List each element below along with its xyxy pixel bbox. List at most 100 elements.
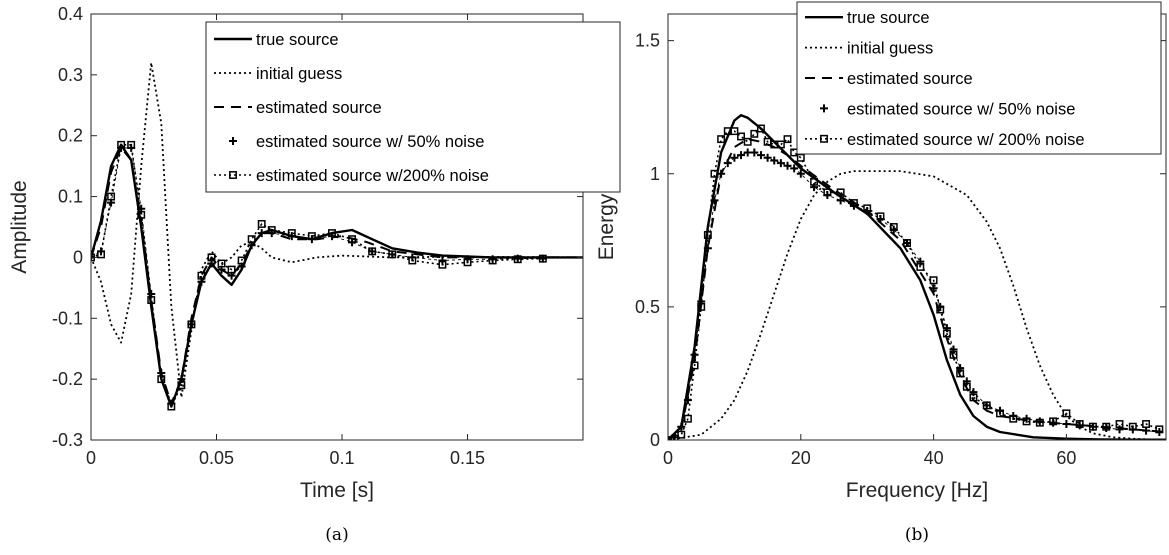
data-point bbox=[1102, 422, 1111, 431]
legend-box bbox=[205, 21, 621, 193]
legend-label: estimated source bbox=[256, 99, 382, 117]
legend-box bbox=[796, 1, 1162, 155]
data-point bbox=[1062, 420, 1071, 429]
data-point bbox=[677, 430, 686, 439]
data-point bbox=[307, 232, 316, 241]
legend-label: estimated source w/200% noise bbox=[256, 167, 489, 185]
data-point bbox=[717, 169, 726, 178]
data-point bbox=[750, 129, 759, 138]
data-point bbox=[1155, 425, 1164, 434]
data-point bbox=[690, 350, 699, 359]
y-axis-label: Energy bbox=[595, 193, 618, 260]
data-point bbox=[328, 229, 336, 238]
panel-b: 0 20 40 60 0 0.5 1 1.5 Frequency [Hz] Energy (b) tr… bbox=[595, 1, 1167, 545]
data-point bbox=[1035, 418, 1044, 427]
y-tick-label: 0.3 bbox=[58, 65, 83, 85]
data-point bbox=[763, 153, 772, 162]
x-tick-label: 0.15 bbox=[450, 448, 485, 468]
y-tick-label: 0.5 bbox=[635, 297, 660, 317]
data-point bbox=[929, 276, 938, 285]
data-point bbox=[1062, 409, 1071, 418]
data-point bbox=[737, 151, 746, 160]
data-point bbox=[287, 229, 296, 238]
x-tick-label: 20 bbox=[791, 448, 811, 468]
data-point bbox=[770, 156, 779, 165]
data-point bbox=[227, 265, 236, 274]
data-point bbox=[836, 188, 845, 197]
x-tick-label: 0 bbox=[86, 448, 96, 468]
x-axis-label: Time [s] bbox=[300, 479, 374, 502]
data-point bbox=[97, 250, 105, 259]
data-point bbox=[703, 231, 712, 239]
legend-label: true source bbox=[256, 31, 339, 49]
data-point bbox=[1022, 417, 1031, 426]
data-point bbox=[929, 284, 938, 293]
legend-label: true source bbox=[847, 9, 930, 27]
legend-label: estimated source w/ 50% noise bbox=[847, 100, 1075, 118]
data-point bbox=[756, 151, 765, 160]
data-point bbox=[936, 305, 945, 314]
y-tick-label: 1 bbox=[650, 164, 660, 184]
data-point bbox=[962, 382, 971, 391]
y-tick-label: 0 bbox=[73, 247, 83, 267]
data-point bbox=[1075, 420, 1084, 428]
data-point bbox=[949, 350, 958, 359]
data-point bbox=[348, 235, 357, 244]
data-point bbox=[690, 361, 699, 370]
legend-swatch-marker bbox=[820, 134, 828, 143]
legend: true source initial guess estimated source… bbox=[205, 21, 621, 193]
data-point bbox=[438, 260, 447, 269]
series-line-5 bbox=[668, 127, 1160, 440]
axes-box bbox=[90, 13, 584, 441]
series-group bbox=[668, 114, 1166, 440]
data-point bbox=[1009, 414, 1018, 423]
data-point bbox=[969, 393, 978, 402]
y-tick-label: -0.2 bbox=[52, 369, 83, 389]
data-point bbox=[942, 329, 951, 338]
data-point bbox=[743, 137, 752, 146]
data-point bbox=[207, 253, 216, 262]
panel-caption: (a) bbox=[325, 525, 348, 545]
series-line-4 bbox=[668, 151, 1160, 440]
data-point bbox=[776, 140, 785, 149]
data-point bbox=[750, 148, 759, 157]
data-point bbox=[438, 256, 447, 265]
panel-caption: (b) bbox=[905, 525, 929, 545]
legend-swatch-marker bbox=[820, 104, 828, 113]
x-tick-label: 0.1 bbox=[330, 448, 355, 468]
data-point bbox=[257, 229, 266, 238]
data-point bbox=[916, 262, 925, 271]
data-point bbox=[127, 140, 136, 149]
data-point bbox=[1089, 422, 1097, 431]
data-point bbox=[823, 188, 832, 197]
data-point bbox=[956, 369, 965, 378]
y-axis-label: Amplitude bbox=[8, 180, 31, 273]
series-line-2 bbox=[668, 170, 1166, 440]
y-tick-label: -0.1 bbox=[52, 308, 83, 328]
legend-swatch-marker bbox=[229, 137, 237, 145]
legend-label: estimated source w/ 200% noise bbox=[847, 131, 1085, 149]
y-tick-label: 0 bbox=[650, 430, 660, 450]
data-point bbox=[996, 409, 1004, 418]
legend-label: estimated source bbox=[847, 70, 973, 88]
data-point bbox=[889, 223, 898, 231]
data-point bbox=[217, 259, 226, 268]
legend: true source initial guess estimated source… bbox=[796, 1, 1162, 155]
data-point bbox=[408, 256, 417, 265]
series-line-3 bbox=[668, 138, 1166, 440]
y-tick-label: 0.4 bbox=[58, 4, 83, 24]
x-tick-label: 40 bbox=[924, 448, 944, 468]
x-tick-label: 0.05 bbox=[199, 448, 234, 468]
data-point bbox=[1049, 417, 1058, 426]
series-line-5 bbox=[91, 144, 543, 408]
data-point bbox=[863, 204, 872, 213]
data-point bbox=[810, 177, 819, 186]
data-point bbox=[187, 320, 196, 329]
data-point bbox=[903, 239, 911, 247]
data-point bbox=[730, 127, 739, 136]
data-point bbox=[982, 401, 991, 410]
data-point bbox=[836, 196, 845, 205]
legend-label: initial guess bbox=[847, 40, 933, 58]
data-point bbox=[703, 244, 712, 253]
